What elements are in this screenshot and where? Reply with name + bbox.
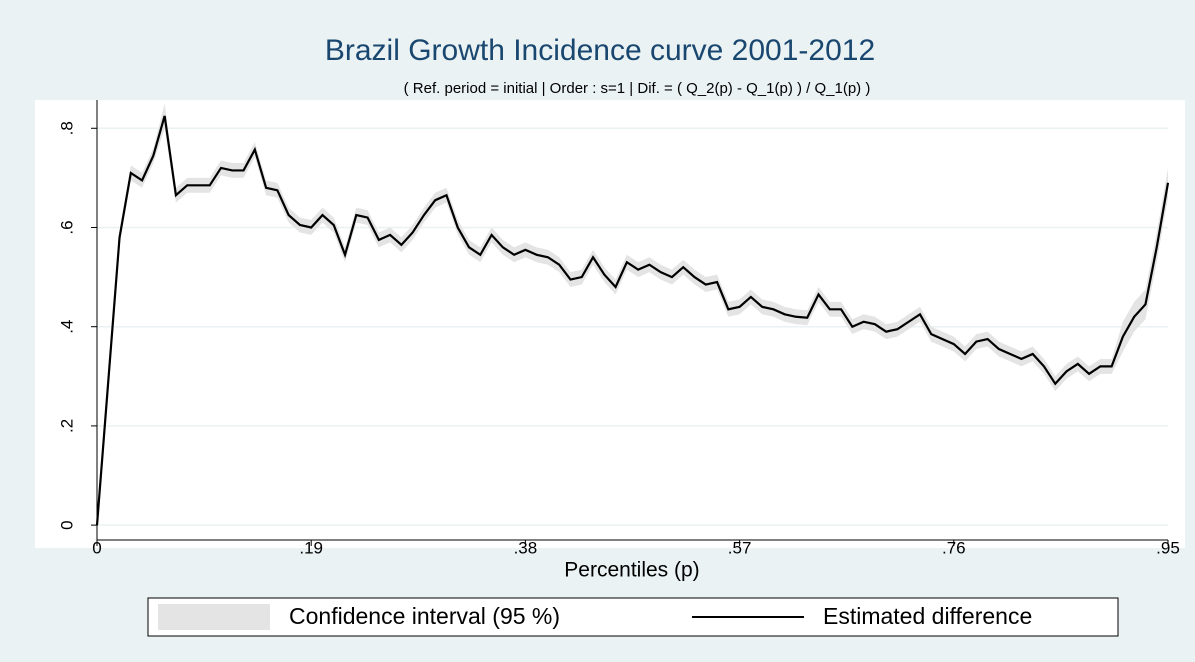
y-tick-label: .4 [57, 320, 76, 334]
y-tick-label: .6 [57, 220, 76, 234]
x-axis-title: Percentiles (p) [564, 559, 699, 582]
x-tick-label: .57 [728, 538, 752, 557]
x-tick-label: 0 [92, 538, 101, 557]
y-tick-label: .2 [57, 419, 76, 433]
plot-area [35, 100, 1185, 548]
x-tick-label: .19 [299, 538, 323, 557]
x-tick-label: .38 [514, 538, 538, 557]
estimate-line [95, 115, 1170, 526]
legend-box [147, 597, 1119, 637]
chart-subtitle: ( Ref. period = initial | Order : s=1 | … [404, 80, 871, 97]
legend-swatch [158, 604, 270, 630]
legend-label: Estimated difference [823, 603, 1032, 629]
x-tick-label: .76 [942, 538, 966, 557]
x-tick-label: .95 [1156, 538, 1180, 557]
legend-label: Confidence interval (95 %) [289, 603, 560, 629]
y-tick-label: .8 [57, 121, 76, 135]
chart-title: Brazil Growth Incidence curve 2001-2012 [325, 34, 875, 67]
y-tick-label: 0 [57, 520, 76, 529]
